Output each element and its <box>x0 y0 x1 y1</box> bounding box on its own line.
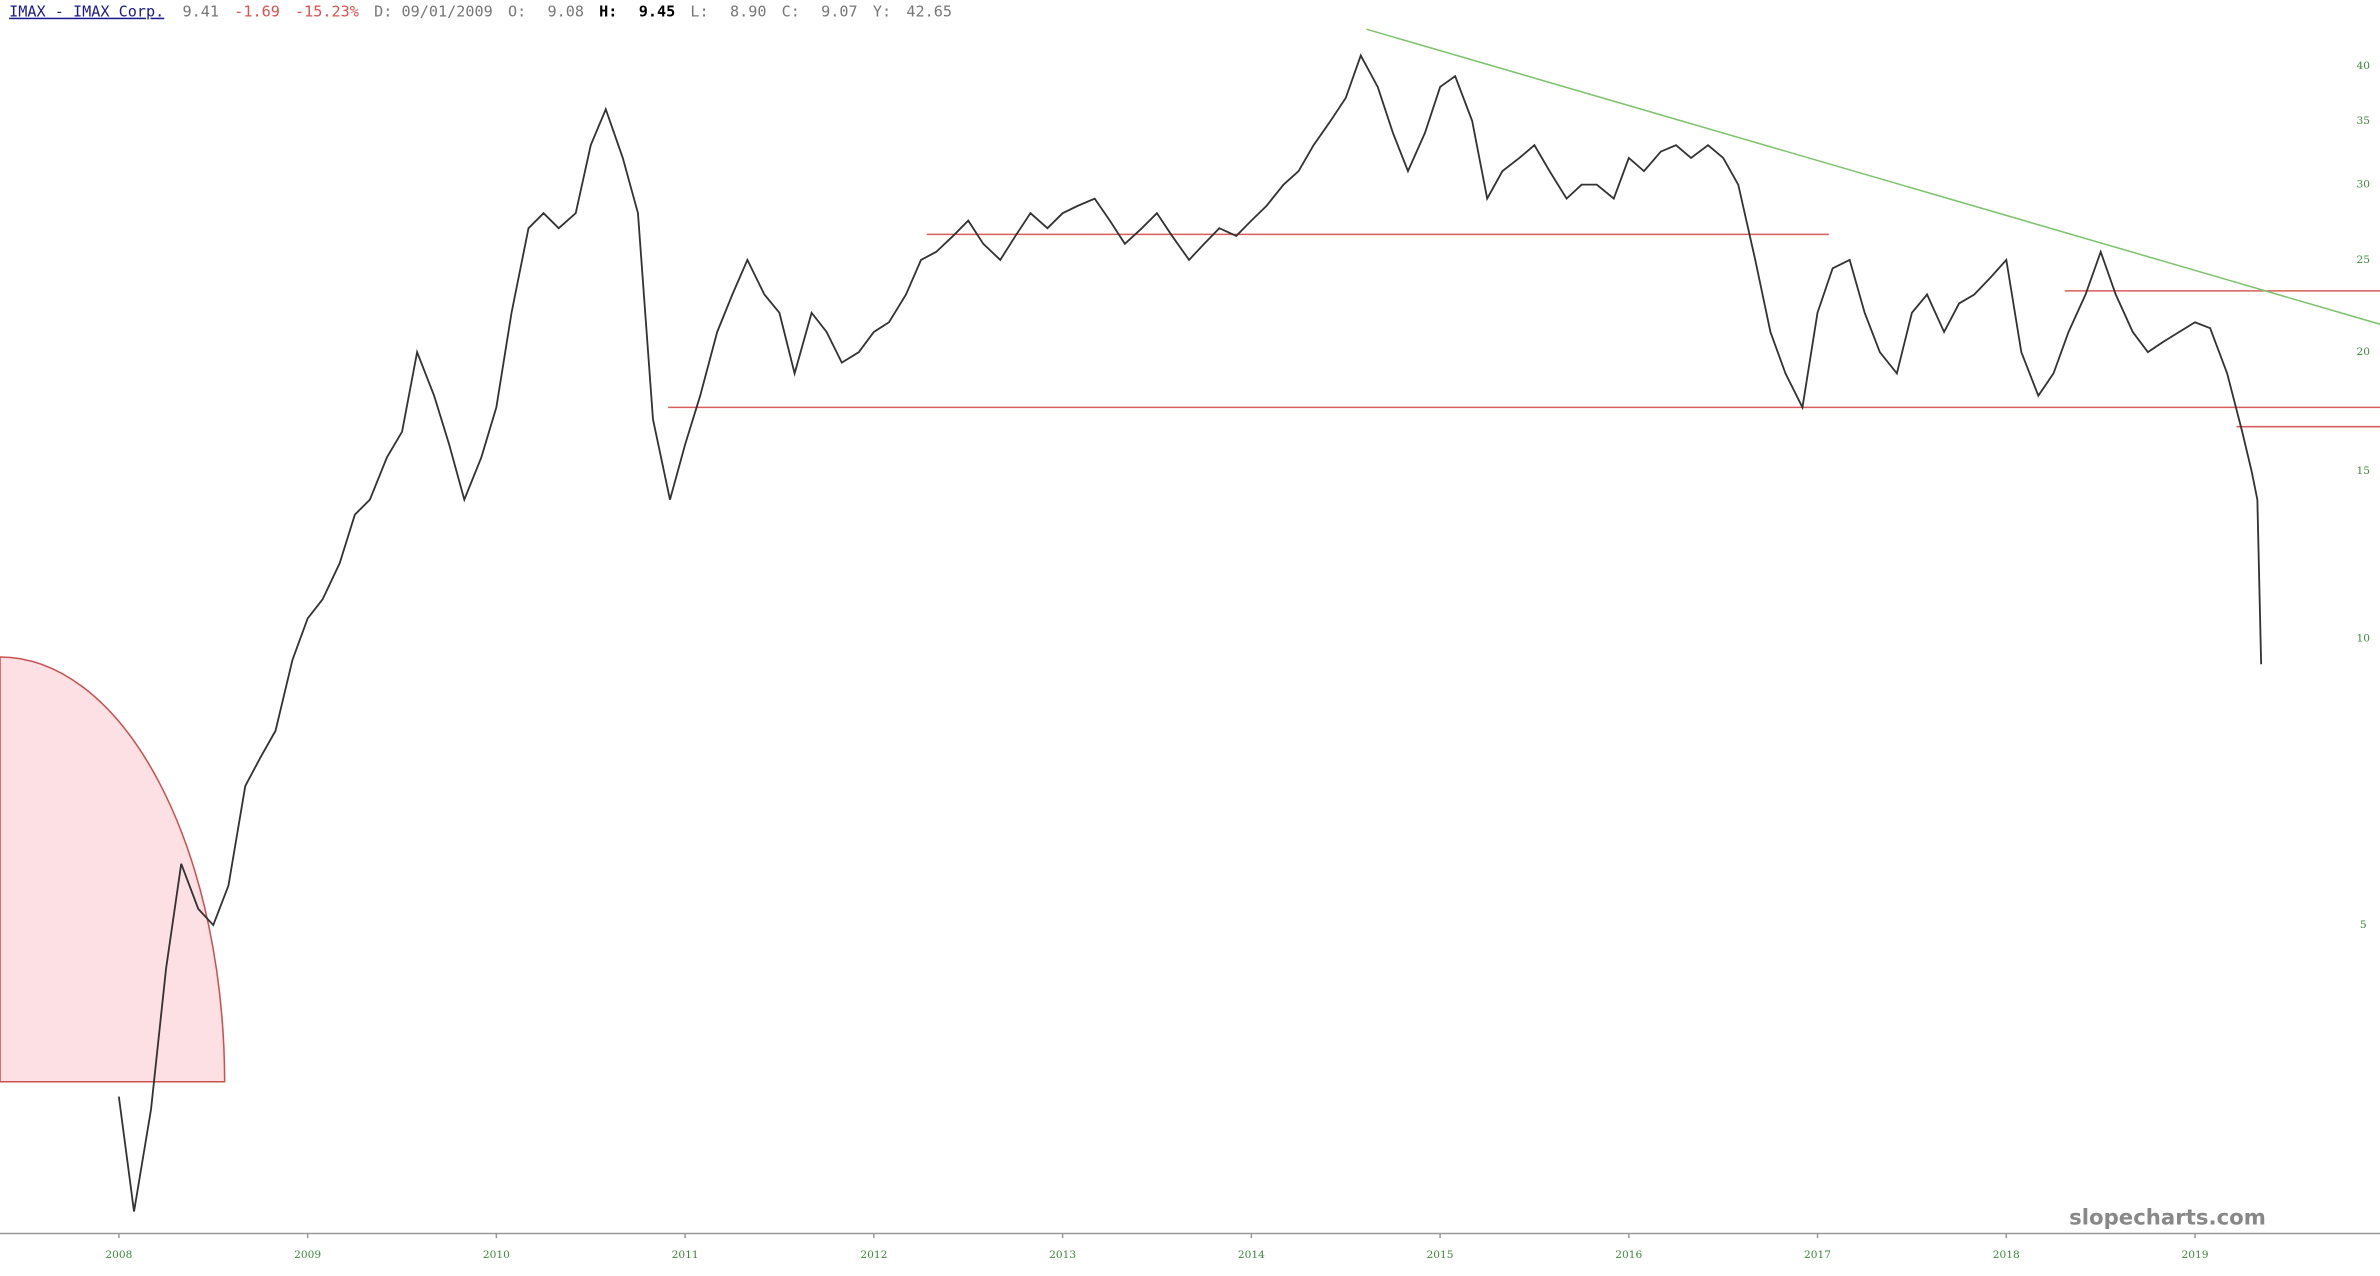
open-label: O: <box>508 3 526 21</box>
symbol-link[interactable]: IMAX - IMAX Corp. <box>9 3 164 21</box>
y-tick-label: 20 <box>2357 345 2371 358</box>
y-tick-label: 30 <box>2357 178 2371 191</box>
highlight-shape <box>0 656 226 1083</box>
x-tick-label: 2015 <box>1427 1248 1454 1261</box>
x-tick-label: 2019 <box>2182 1248 2209 1261</box>
watermark: slopecharts.com <box>2069 1205 2266 1230</box>
change: -1.69 <box>234 3 280 21</box>
y-tick-label: 5 <box>2360 918 2367 931</box>
x-tick-label: 2016 <box>1615 1248 1642 1261</box>
x-tick-label: 2014 <box>1238 1248 1265 1261</box>
y-value: 42.65 <box>906 3 952 21</box>
open: 9.08 <box>547 3 584 21</box>
header: IMAX - IMAX Corp. 9.41 -1.69 -15.23% D: … <box>9 3 952 21</box>
x-tick-label: 2009 <box>294 1248 321 1261</box>
x-tick-label: 2018 <box>1993 1248 2020 1261</box>
close: 9.07 <box>821 3 858 21</box>
x-tick-label: 2008 <box>105 1248 132 1261</box>
trend-line <box>1366 28 2380 325</box>
y-tick-label: 15 <box>2357 464 2371 477</box>
high-label: H: <box>599 3 617 21</box>
last: 9.41 <box>182 3 219 21</box>
y-tick-label: 40 <box>2357 59 2371 72</box>
x-tick-label: 2017 <box>1804 1248 1831 1261</box>
y-tick-label: 25 <box>2357 253 2371 266</box>
date: D: 09/01/2009 <box>374 3 493 21</box>
x-tick-label: 2013 <box>1049 1248 1076 1261</box>
x-tick-label: 2012 <box>860 1248 887 1261</box>
price-line <box>117 53 2263 1212</box>
y-label: Y: <box>873 3 891 21</box>
low-label: L: <box>690 3 708 21</box>
y-tick-label: 10 <box>2357 632 2371 645</box>
change-pct: -15.23% <box>295 3 359 21</box>
x-tick-label: 2010 <box>483 1248 510 1261</box>
high: 9.45 <box>639 3 676 21</box>
close-label: C: <box>782 3 800 21</box>
low: 8.90 <box>730 3 767 21</box>
y-tick-label: 35 <box>2357 114 2371 127</box>
x-tick-label: 2011 <box>672 1248 699 1261</box>
